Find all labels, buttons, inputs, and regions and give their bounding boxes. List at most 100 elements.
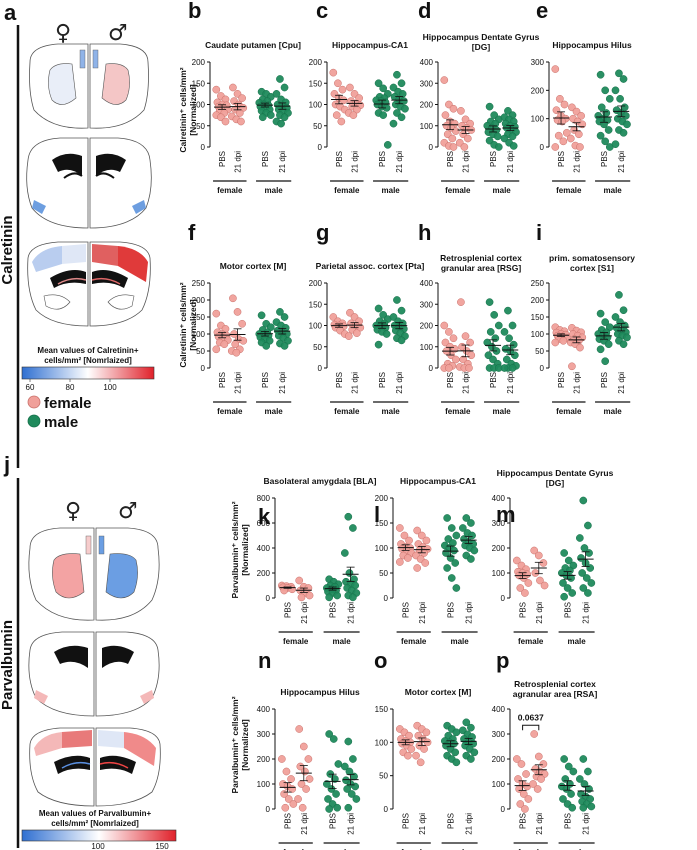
data-point — [443, 514, 451, 522]
scatter-panels: b Caudate putamen [Cpu] 0 50 100 150 200 PBS 21 … — [188, 0, 635, 850]
calretinin-colorbar-title-1: Mean values of Calretinin+ — [37, 346, 138, 355]
y-tick-label: 100 — [309, 322, 323, 331]
data-point — [551, 143, 560, 151]
x-tick-label: 21 dpi — [351, 372, 360, 394]
y-tick-label: 400 — [492, 705, 506, 714]
data-point — [611, 313, 620, 321]
data-point — [584, 521, 592, 530]
data-point — [619, 128, 628, 137]
x-tick-label: PBS — [378, 372, 387, 388]
calretinin-colorbar-title-2: cells/mm² [Nomrlaized] — [44, 356, 132, 365]
data-point — [349, 524, 357, 532]
data-point — [584, 589, 592, 597]
y-tick-label: 0 — [429, 364, 434, 373]
data-point — [374, 340, 383, 349]
group-label: female — [283, 637, 309, 646]
data-point — [529, 780, 537, 788]
data-point — [452, 758, 461, 767]
data-point — [460, 143, 469, 151]
x-tick-label: 21 dpi — [462, 151, 471, 173]
y-tick-label: 100 — [192, 101, 206, 110]
group-label: female — [401, 848, 427, 850]
data-point — [282, 767, 291, 776]
data-point — [459, 524, 467, 532]
y-tick-label: 0 — [501, 594, 506, 603]
data-point — [334, 79, 342, 88]
panel-title: Parietal assoc. cortex [Pta] — [316, 261, 425, 271]
data-point — [379, 111, 388, 119]
data-point — [468, 531, 476, 540]
data-point — [519, 574, 528, 582]
data-point — [450, 546, 458, 555]
x-tick-label: 21 dpi — [278, 372, 287, 394]
data-point — [401, 104, 409, 113]
data-point — [604, 340, 613, 349]
data-point — [540, 581, 549, 590]
y-tick-label: 0 — [429, 143, 434, 152]
data-point — [516, 584, 525, 592]
y-tick-label: 150 — [309, 300, 323, 309]
group-label: male — [604, 407, 623, 416]
data-point — [537, 775, 545, 783]
y-tick-label: 50 — [196, 347, 205, 356]
x-tick-label: 21 dpi — [573, 372, 582, 394]
data-point — [554, 131, 563, 140]
legend-female-label: female — [44, 395, 92, 412]
panel-letter-k: k — [258, 504, 271, 529]
data-point — [344, 803, 353, 812]
parvalbumin-colorbar-title-2: cells/mm² [Nomrlaized] — [51, 819, 139, 828]
data-point — [513, 755, 521, 763]
legend-female-marker — [27, 395, 41, 409]
data-point — [445, 328, 453, 336]
data-point — [485, 298, 494, 306]
x-tick-label: PBS — [402, 813, 411, 829]
data-point — [536, 576, 544, 585]
y-tick-label: 0 — [384, 594, 389, 603]
data-point — [233, 308, 242, 316]
x-tick-label: PBS — [564, 602, 573, 618]
colorbar-tick: 60 — [26, 383, 35, 392]
data-point — [339, 96, 348, 105]
brain-section-2-parvalbumin — [28, 631, 160, 717]
data-point — [331, 775, 339, 783]
data-point — [302, 785, 310, 793]
y-tick-label: 50 — [313, 343, 322, 352]
panel-title: Hippocampus Dentate Gyrus — [497, 468, 614, 478]
y-tick-label: 50 — [535, 347, 544, 356]
panel-letter-m: m — [496, 502, 516, 527]
panel-letter-p: p — [496, 648, 509, 673]
parvalbumin-colorbar — [21, 829, 177, 842]
colorbar-tick: 100 — [103, 383, 117, 392]
x-tick-label: PBS — [329, 602, 338, 618]
data-point — [284, 795, 293, 803]
data-point — [568, 803, 577, 812]
calretinin-ylabel-1: Calretinin⁺ cells/mm² — [178, 282, 188, 367]
panel-title: prim. somatosensory — [549, 253, 635, 263]
legend-male-marker — [27, 414, 41, 428]
data-point — [619, 340, 628, 349]
data-point — [559, 795, 567, 803]
data-point — [280, 113, 289, 122]
panel-title: [DG] — [472, 42, 491, 52]
x-tick-label: 21 dpi — [617, 372, 626, 394]
data-point — [611, 140, 620, 149]
data-point — [237, 117, 245, 126]
data-point — [347, 790, 356, 798]
y-tick-label: 200 — [192, 296, 206, 305]
data-point — [604, 126, 613, 134]
data-point — [447, 524, 456, 532]
data-point — [623, 120, 631, 129]
group-label: female — [518, 637, 544, 646]
x-tick-label: 21 dpi — [582, 813, 591, 835]
data-point — [615, 69, 623, 78]
panel-e: e Hippocampus Hilus 0 100 200 300 PBS 21 dpi PBS… — [531, 0, 632, 195]
data-point — [587, 579, 596, 587]
data-point — [576, 143, 584, 151]
data-point — [576, 534, 584, 542]
data-point — [556, 94, 564, 103]
data-point — [579, 496, 588, 505]
data-point — [332, 111, 341, 119]
data-point — [344, 512, 353, 521]
data-point — [345, 767, 354, 776]
data-point — [295, 725, 304, 733]
